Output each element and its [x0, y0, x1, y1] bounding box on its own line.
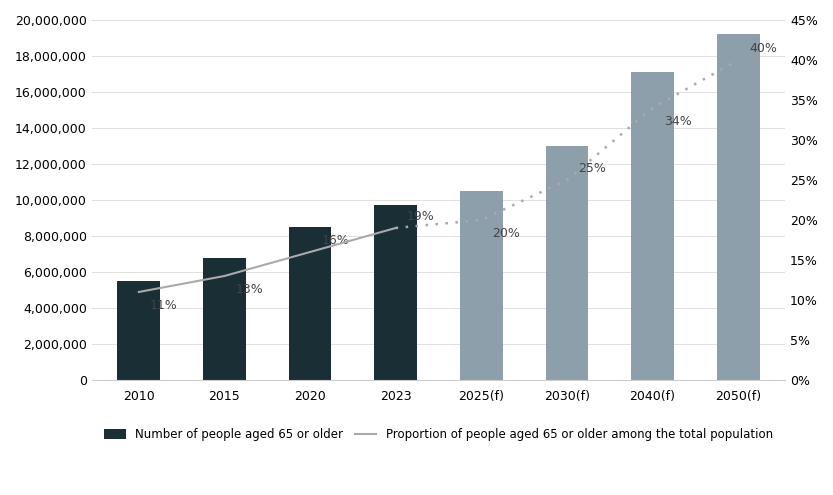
Text: 25%: 25% [578, 162, 606, 175]
Text: 19%: 19% [407, 210, 435, 223]
Bar [631, 72, 674, 380]
Text: 13%: 13% [236, 283, 263, 297]
Bar [460, 191, 503, 380]
Bar [546, 146, 588, 380]
Bar [203, 257, 246, 380]
Text: 34%: 34% [664, 115, 691, 128]
Bar [117, 281, 160, 380]
Legend: Number of people aged 65 or older, Proportion of people aged 65 or older among t: Number of people aged 65 or older, Propo… [100, 424, 777, 446]
Bar [374, 205, 417, 380]
Text: 40%: 40% [750, 43, 777, 55]
Text: 16%: 16% [322, 234, 349, 248]
Bar [716, 34, 760, 380]
Text: 20%: 20% [492, 227, 521, 241]
Bar [289, 227, 332, 380]
Text: 11%: 11% [150, 299, 177, 312]
